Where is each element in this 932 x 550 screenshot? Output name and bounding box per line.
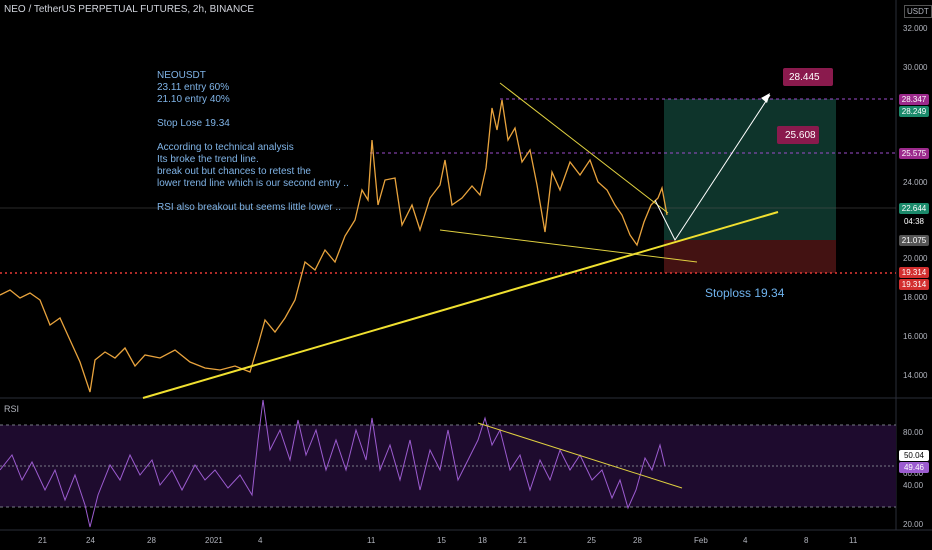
time-tick-label: Feb bbox=[694, 536, 708, 545]
rsi-badge: 49.46 bbox=[899, 462, 929, 473]
time-tick-label: 28 bbox=[147, 536, 156, 545]
price-tick-label: 32.000 bbox=[903, 24, 928, 33]
price-badge: 22.644 bbox=[899, 203, 929, 214]
price-badge: 04:38 bbox=[899, 216, 929, 227]
annotation-line: break out but chances to retest the bbox=[157, 166, 311, 177]
annotation-line: lower trend line which is our second ent… bbox=[157, 178, 349, 189]
time-tick-label: 24 bbox=[86, 536, 95, 545]
time-tick-label: 11 bbox=[367, 536, 376, 545]
chart-title: NEO / TetherUS PERPETUAL FUTURES, 2h, BI… bbox=[4, 4, 255, 15]
price-tick-label: 16.000 bbox=[903, 332, 928, 341]
arrow-head bbox=[761, 93, 770, 103]
annotation-line: NEOUSDT bbox=[157, 70, 206, 81]
time-tick-label: 4 bbox=[743, 536, 748, 545]
target-box bbox=[777, 126, 819, 144]
target-label: 28.445 bbox=[789, 72, 820, 83]
price-tick-label: 14.000 bbox=[903, 371, 928, 380]
rsi-badge: 50.04 bbox=[899, 450, 929, 461]
price-tick-label: 18.000 bbox=[903, 293, 928, 302]
target-label: 25.608 bbox=[785, 130, 816, 141]
time-tick-label: 25 bbox=[587, 536, 596, 545]
annotation-line: Stop Lose 19.34 bbox=[157, 118, 230, 129]
rsi-path bbox=[0, 399, 666, 528]
price-badge: 28.249 bbox=[899, 106, 929, 117]
time-tick-label: 4 bbox=[258, 536, 263, 545]
price-badge: 21.075 bbox=[899, 235, 929, 246]
price-badge: 19.314 bbox=[899, 279, 929, 290]
time-tick-label: 18 bbox=[478, 536, 487, 545]
trend-line bbox=[499, 82, 669, 214]
rsi-tick-label: 40.00 bbox=[903, 481, 924, 490]
annotation-line: Its broke the trend line. bbox=[157, 154, 259, 165]
trend-line bbox=[142, 211, 779, 399]
annotation-line: According to technical analysis bbox=[157, 142, 294, 153]
time-tick-label: 15 bbox=[437, 536, 446, 545]
annotation-line: 21.10 entry 40% bbox=[157, 94, 230, 105]
target-box bbox=[783, 68, 833, 86]
target-zone bbox=[664, 99, 836, 240]
time-tick-label: 28 bbox=[633, 536, 642, 545]
time-tick-label: 8 bbox=[804, 536, 809, 545]
currency-button[interactable]: USDT bbox=[904, 5, 932, 18]
rsi-title: RSI bbox=[4, 404, 20, 414]
price-tick-label: 20.000 bbox=[903, 254, 928, 263]
time-tick-label: 11 bbox=[849, 536, 858, 545]
rsi-tick-label: 80.00 bbox=[903, 428, 924, 437]
stoploss-label: Stoploss 19.34 bbox=[705, 286, 785, 300]
rsi-tick-label: 60.00 bbox=[903, 469, 924, 478]
time-tick-label: 21 bbox=[518, 536, 527, 545]
annotation-line: RSI also breakout but seems little lower… bbox=[157, 202, 341, 213]
price-tick-label: 24.000 bbox=[903, 178, 928, 187]
price-tick-label: 30.000 bbox=[903, 63, 928, 72]
price-badge: 28.347 bbox=[899, 94, 929, 105]
stop-zone bbox=[664, 240, 836, 273]
rsi-tick-label: 20.00 bbox=[903, 520, 924, 529]
trend-line bbox=[439, 229, 698, 263]
rsi-trend-line bbox=[477, 422, 683, 489]
time-tick-label: 2021 bbox=[205, 536, 223, 545]
annotation-line: 23.11 entry 60% bbox=[157, 82, 230, 93]
price-badge: 19.314 bbox=[899, 267, 929, 278]
time-tick-label: 21 bbox=[38, 536, 47, 545]
price-path bbox=[0, 99, 668, 393]
projection-arrow bbox=[654, 94, 771, 242]
price-badge: 25.575 bbox=[899, 148, 929, 159]
